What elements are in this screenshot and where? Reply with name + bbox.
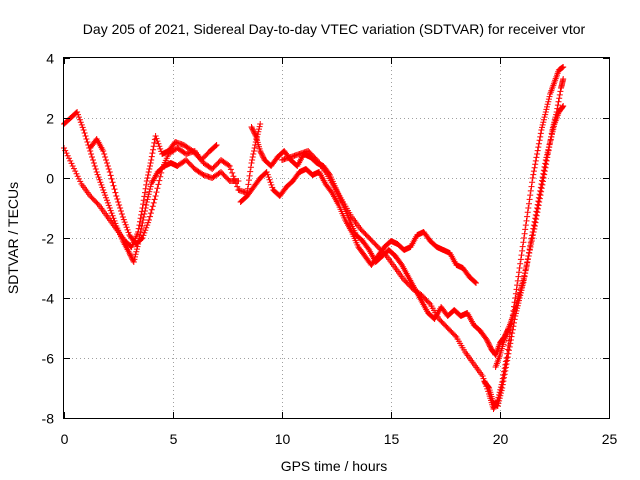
- point-markers: [237, 166, 479, 286]
- point-markers: [492, 76, 567, 370]
- x-axis-label: GPS time / hours: [281, 458, 388, 474]
- series-track-c: [87, 121, 264, 247]
- x-tick-label: 0: [61, 431, 69, 447]
- y-tick-label: -6: [42, 351, 55, 367]
- y-tick-label: 2: [46, 111, 54, 127]
- series-track-a: [61, 109, 242, 265]
- x-tick-label: 20: [493, 431, 509, 447]
- x-tick-label: 25: [602, 431, 618, 447]
- plot-frame: [63, 57, 610, 419]
- chart-title: Day 205 of 2021, Sidereal Day-to-day VTE…: [83, 21, 586, 37]
- data-series: [61, 64, 567, 412]
- series-track-e: [237, 166, 479, 286]
- y-tick-label: -4: [42, 291, 55, 307]
- y-tick-label: 0: [46, 171, 54, 187]
- y-axis-label: SDTVAR / TECUs: [5, 182, 21, 294]
- y-tick-label: -8: [42, 411, 55, 427]
- series-track-f: [279, 64, 567, 412]
- x-tick-label: 5: [170, 431, 178, 447]
- point-markers: [61, 109, 242, 265]
- y-tick-label: -2: [42, 231, 55, 247]
- y-tick-label: 4: [46, 51, 54, 67]
- x-tick-label: 15: [384, 431, 400, 447]
- series-track-h: [492, 76, 567, 370]
- x-tick-label: 10: [275, 431, 291, 447]
- grid-lines: [64, 58, 609, 418]
- point-markers: [87, 121, 264, 247]
- point-markers: [279, 64, 567, 412]
